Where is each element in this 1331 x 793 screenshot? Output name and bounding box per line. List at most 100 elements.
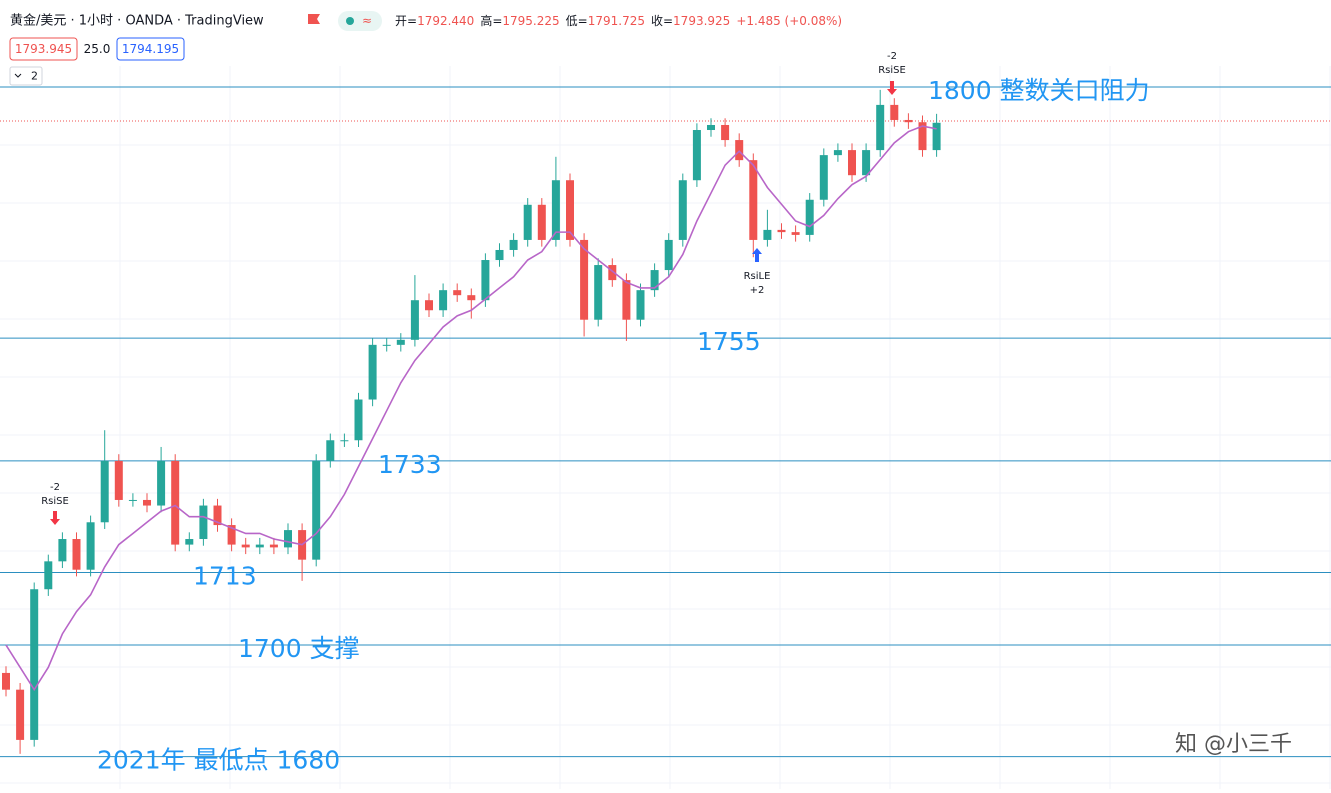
indicator-count: 2 [31,70,38,83]
candle-body [876,104,885,151]
signal-text: RsiLE [744,271,771,282]
candle-body [833,150,842,156]
candle-body [241,544,250,548]
sell-price: 1793.945 [15,42,72,56]
flag-icon [308,14,320,24]
candle-body [44,561,53,590]
candle-body [326,440,335,461]
candle-body [199,505,208,540]
level-label: 1733 [378,450,442,479]
candle-body [848,150,856,176]
candle-body [918,122,927,151]
candle-body [791,232,800,235]
symbol: 黄金/美元 · 1小时 · OANDA · TradingView [10,13,264,29]
indicator-toggle[interactable] [9,66,43,86]
level-label: 1700 支撑 [238,634,360,663]
status-dot [346,17,354,25]
candle-body [16,689,25,740]
candle-body [805,199,814,235]
candle-body [594,265,603,320]
candle-body [721,124,730,141]
status-icon: ≈ [362,14,372,28]
candle-body [763,229,772,240]
candle-body [382,344,391,346]
level-label: 1755 [697,327,761,356]
candle-body [86,522,95,570]
ohlc-value: 1793.925 [673,14,730,28]
signal-text: RsiSE [41,496,69,507]
level-label: 2021年 最低点 1680 [97,746,340,775]
candle-body [650,270,659,291]
candle-body [819,155,828,200]
signal-text: -2 [887,51,897,62]
candle-body [707,124,715,131]
spread: 25.0 [84,42,111,56]
ohlc-change: +1.485 (+0.08%) [736,14,842,28]
level-label: 1800 整数关口阻力 [928,76,1150,105]
candle-body [368,344,377,400]
buy-box[interactable] [116,37,185,61]
candle-body [269,544,278,548]
header: 黄金/美元 · 1小时 · OANDA · TradingView ≈ 开=17… [9,11,842,86]
candle-body [523,204,532,240]
watermark: 知 @小三千 [1175,732,1292,757]
candle-body [495,249,504,261]
buy-price: 1794.195 [122,42,179,56]
candle-body [537,204,546,240]
candle-body [171,460,180,545]
ohlc-label: 低= [566,14,588,28]
candle-body [439,290,448,311]
candle-body [100,460,109,523]
chevron [14,73,22,78]
candle-body [890,104,899,120]
ohlc-value: 1795.225 [502,14,559,28]
candle-body [425,300,433,311]
candle-body [622,280,631,320]
candle-body [551,180,560,240]
ohlc: 开=1792.440 高=1795.225 低=1791.725 收=1793.925… [395,13,842,28]
candle-body [932,122,941,151]
candle-body [58,539,67,562]
ohlc-label: 高= [480,13,502,28]
ohlc-value: 1791.725 [588,14,645,28]
candle-body [410,300,419,340]
candle-body [284,530,292,548]
candle-body [664,239,673,271]
candle-body [509,239,518,250]
ohlc-label: 收= [651,14,673,28]
status-pill [338,11,382,31]
candle-body [692,130,701,181]
candle-body [580,239,589,320]
candle-body [114,460,123,500]
grid [0,66,1331,789]
moving-average [5,125,937,692]
candle-body [636,290,645,320]
candle-body [227,525,236,545]
candle-body [467,295,476,301]
sell-box[interactable] [9,37,78,61]
candle-body [312,460,321,560]
level-label: 1713 [193,561,257,590]
candle-body [904,119,913,123]
candle-body [862,150,871,176]
candle-body [678,180,687,240]
candle-body [481,260,490,301]
candle-body [143,499,151,506]
candle-body [453,290,462,296]
signal-text: -2 [50,482,60,493]
candle-body [213,505,222,526]
candle-body [396,339,405,345]
candle-body [128,499,137,501]
ohlc-value: 1792.440 [417,14,474,28]
signal-arrow [752,248,762,262]
candle-body [72,539,81,570]
signal-text: RsiSE [878,65,906,76]
candle-body [608,265,617,281]
signal-arrow [50,511,60,525]
candle-body [157,460,166,506]
signal-arrow [887,81,897,95]
candle-body [777,229,786,233]
candle-body [185,539,194,545]
ohlc-label: 开= [395,14,417,28]
